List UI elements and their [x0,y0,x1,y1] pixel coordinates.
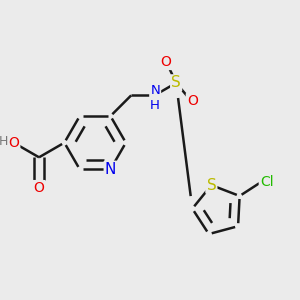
Text: N
H: N H [150,84,160,112]
Text: Cl: Cl [260,175,273,189]
Text: O: O [160,55,171,69]
Text: S: S [171,75,181,90]
Text: H: H [0,135,8,148]
Text: O: O [8,136,19,150]
Text: O: O [34,181,44,195]
Text: N: N [105,162,116,177]
Text: O: O [187,94,198,108]
Text: S: S [206,178,216,193]
